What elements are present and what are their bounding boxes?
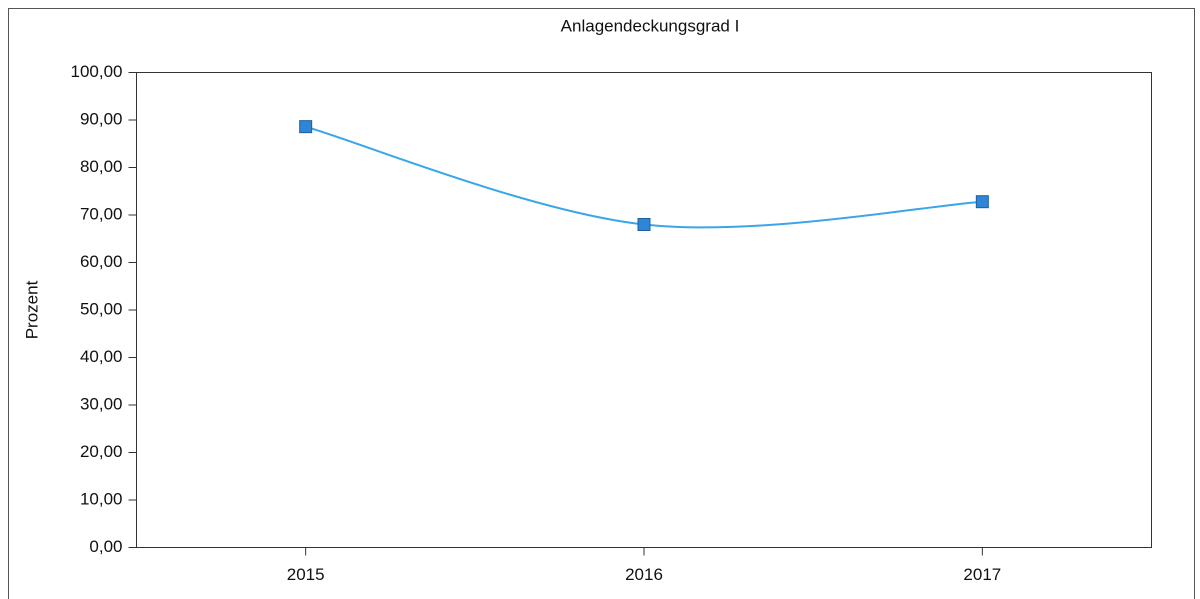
x-tick-label: 2016 bbox=[625, 565, 663, 584]
y-tick-label: 100,00 bbox=[71, 62, 123, 81]
y-tick-label: 60,00 bbox=[80, 252, 123, 271]
x-tick-label: 2015 bbox=[287, 565, 325, 584]
chart-title: Anlagendeckungsgrad I bbox=[561, 16, 740, 35]
y-tick-label: 0,00 bbox=[89, 537, 122, 556]
y-tick-label: 10,00 bbox=[80, 489, 123, 508]
x-tick-label: 2017 bbox=[963, 565, 1001, 584]
data-point bbox=[975, 195, 989, 209]
y-tick-label: 90,00 bbox=[80, 109, 123, 128]
data-point bbox=[299, 120, 313, 134]
series-line bbox=[305, 125, 983, 229]
y-tick-label: 70,00 bbox=[80, 204, 123, 223]
y-tick-label: 20,00 bbox=[80, 442, 123, 461]
chart-frame bbox=[8, 8, 1195, 599]
plot-area bbox=[136, 72, 1152, 548]
y-tick-label: 30,00 bbox=[80, 394, 123, 413]
data-point bbox=[637, 218, 651, 231]
y-tick-label: 50,00 bbox=[80, 299, 123, 318]
y-tick-label: 40,00 bbox=[80, 347, 123, 366]
y-tick-label: 80,00 bbox=[80, 157, 123, 176]
y-axis-label: Prozent bbox=[22, 280, 41, 339]
